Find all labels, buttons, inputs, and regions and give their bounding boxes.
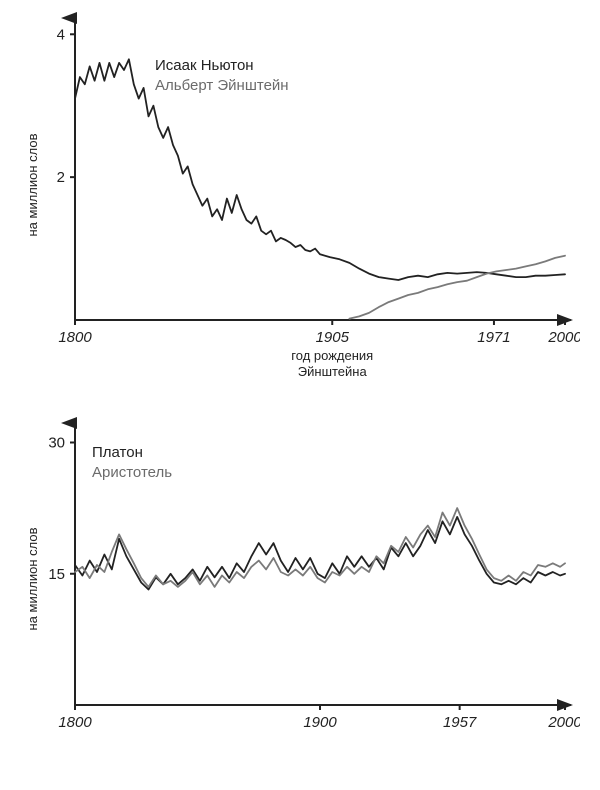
x-tick-label: 1800: [58, 329, 92, 346]
legend-item: Альберт Эйнштейн: [155, 77, 289, 94]
legend-item: Аристотель: [92, 464, 172, 481]
x-tick-label: 1957: [443, 714, 477, 731]
chart-svg: 2 4 1800 1905 1971 2000 на миллион слов Исаак Н…: [20, 10, 580, 380]
axis-annotation: Эйнштейна: [298, 364, 368, 379]
x-tick-label: 1900: [303, 714, 337, 731]
x-tick-label: 2000: [547, 714, 580, 731]
y-tick-label: 30: [48, 435, 65, 452]
series-newton: [75, 59, 565, 280]
chart-svg: 15 30 1800 1900 1957 2000 на миллион слов Плато…: [20, 415, 580, 765]
y-tick-label: 2: [57, 169, 65, 186]
x-tick-label: 2000: [547, 329, 580, 346]
legend-item: Исаак Ньютон: [155, 57, 254, 74]
chart-bottom: 15 30 1800 1900 1957 2000 на миллион слов Плато…: [20, 415, 580, 765]
y-tick-label: 15: [48, 566, 65, 583]
y-axis-label: на миллион слов: [25, 527, 40, 630]
series-einstein: [349, 256, 565, 319]
legend-item: Платон: [92, 444, 143, 461]
y-tick-label: 4: [57, 26, 65, 43]
chart-top: 2 4 1800 1905 1971 2000 на миллион слов Исаак Н…: [20, 10, 580, 380]
axis-annotation: год рождения: [291, 348, 373, 363]
x-tick-label: 1971: [477, 329, 510, 346]
y-axis-label: на миллион слов: [25, 133, 40, 236]
x-tick-label: 1905: [316, 329, 350, 346]
x-tick-label: 1800: [58, 714, 92, 731]
